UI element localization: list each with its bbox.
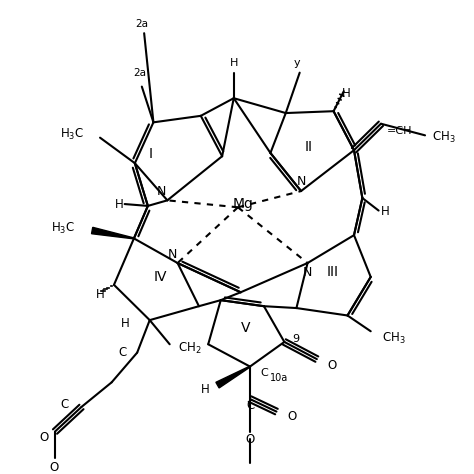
Text: C: C bbox=[118, 346, 127, 359]
Text: O: O bbox=[40, 430, 49, 444]
Text: H: H bbox=[229, 58, 238, 68]
Text: N: N bbox=[303, 266, 312, 279]
Text: 9: 9 bbox=[293, 334, 300, 344]
Text: II: II bbox=[305, 140, 313, 154]
Text: Mg: Mg bbox=[232, 197, 253, 210]
Text: V: V bbox=[241, 321, 250, 335]
Polygon shape bbox=[216, 366, 250, 388]
Text: H: H bbox=[96, 288, 104, 301]
Text: H$_3$C: H$_3$C bbox=[51, 220, 75, 236]
Text: O: O bbox=[49, 461, 58, 474]
Text: N: N bbox=[157, 185, 166, 199]
Text: 2a: 2a bbox=[135, 19, 148, 29]
Text: H: H bbox=[381, 205, 390, 219]
Text: O: O bbox=[246, 433, 255, 446]
Text: y: y bbox=[294, 58, 301, 68]
Text: CH$_2$: CH$_2$ bbox=[178, 340, 201, 356]
Text: =CH: =CH bbox=[386, 126, 412, 136]
Text: IV: IV bbox=[154, 270, 167, 284]
Polygon shape bbox=[91, 228, 134, 239]
Text: 2a: 2a bbox=[133, 68, 146, 78]
Text: C: C bbox=[260, 368, 268, 378]
Text: C: C bbox=[61, 398, 69, 411]
Text: H: H bbox=[115, 198, 123, 210]
Text: N: N bbox=[296, 175, 306, 188]
Text: 10a: 10a bbox=[271, 373, 289, 383]
Text: H: H bbox=[201, 383, 209, 396]
Text: H: H bbox=[120, 317, 129, 330]
Text: CH$_3$: CH$_3$ bbox=[382, 331, 406, 346]
Text: N: N bbox=[167, 248, 177, 261]
Text: O: O bbox=[328, 359, 337, 372]
Text: O: O bbox=[287, 410, 296, 423]
Text: I: I bbox=[149, 147, 153, 161]
Text: C: C bbox=[246, 399, 254, 412]
Text: H$_3$C: H$_3$C bbox=[60, 127, 84, 142]
Text: CH$_3$: CH$_3$ bbox=[432, 130, 456, 145]
Text: H: H bbox=[342, 87, 350, 100]
Text: III: III bbox=[326, 265, 338, 279]
